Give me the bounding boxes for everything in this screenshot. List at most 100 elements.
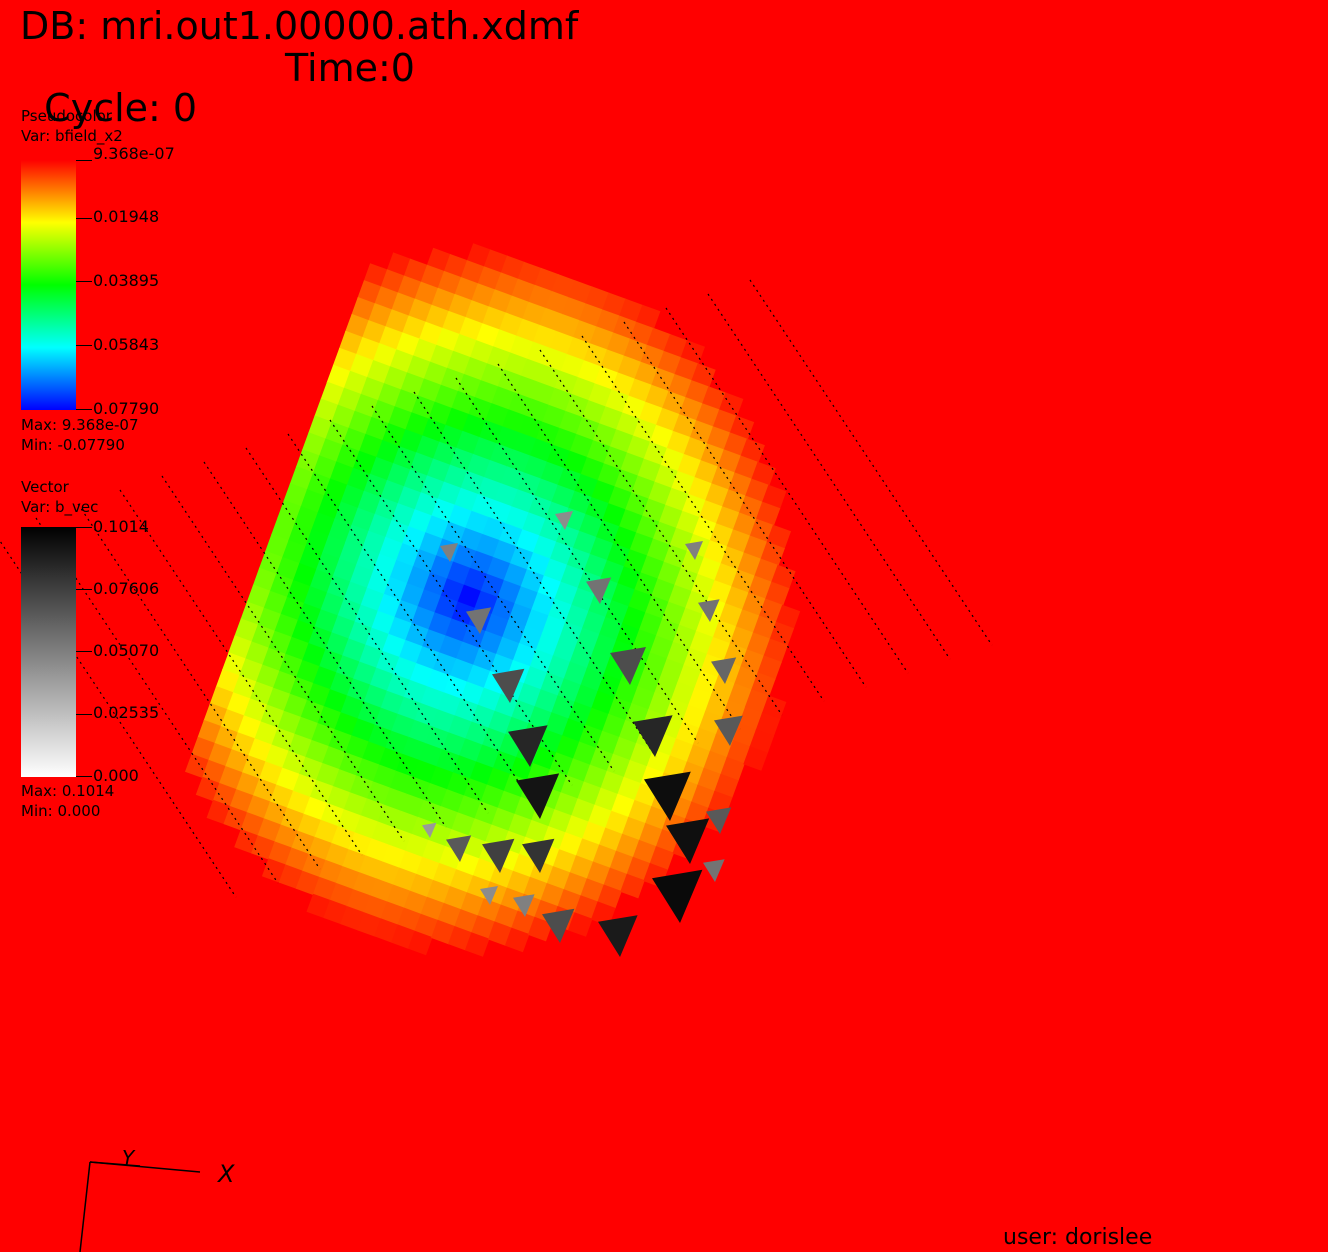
field-cell (531, 381, 556, 407)
field-cell (223, 806, 249, 831)
vector-cone (513, 894, 535, 917)
field-cell (544, 712, 570, 737)
field-cell (583, 343, 609, 368)
field-cell (640, 555, 665, 580)
vector-streak (497, 363, 741, 730)
field-cell (532, 324, 558, 350)
field-cell (638, 401, 664, 427)
field-cell (505, 506, 530, 531)
field-cell (646, 749, 671, 774)
pc-tick (76, 409, 92, 410)
field-cell (523, 666, 548, 691)
field-cell (457, 795, 482, 820)
field-cell (426, 669, 452, 694)
field-cell (486, 346, 512, 371)
field-cell (380, 690, 405, 716)
field-cell (574, 684, 599, 710)
field-cell (471, 283, 496, 308)
field-cell (414, 492, 439, 517)
vector-cone (711, 657, 737, 684)
field-cell (674, 357, 699, 382)
field-cell (562, 297, 587, 322)
field-cell (480, 784, 505, 810)
field-cell (554, 370, 579, 396)
field-cell (743, 746, 768, 771)
vector-cone (522, 838, 555, 873)
field-cell (303, 586, 329, 611)
field-cell (485, 403, 510, 428)
field-cell (335, 866, 361, 891)
field-cell (695, 403, 721, 428)
field-cell (308, 836, 333, 862)
field-cell (500, 466, 525, 491)
vec-tick (76, 776, 92, 777)
field-cell (363, 473, 389, 499)
field-cell (535, 421, 561, 447)
field-cell (262, 647, 287, 673)
field-cell (412, 338, 438, 364)
field-cell (540, 461, 565, 487)
field-cell (600, 770, 625, 796)
field-cell (286, 579, 312, 605)
field-cell (346, 467, 372, 493)
field-cell (463, 778, 488, 803)
field-cell (604, 600, 630, 625)
field-cell (512, 643, 538, 668)
field-cell (540, 883, 565, 908)
y-axis-tick (89, 1161, 141, 1167)
field-cell (506, 449, 532, 474)
field-cell (295, 659, 321, 685)
field-cell (532, 746, 558, 771)
field-cell (609, 850, 635, 876)
field-cell (737, 552, 762, 577)
field-cell (305, 739, 330, 765)
field-cell (409, 663, 435, 688)
field-cell (572, 320, 598, 345)
vector-cone (644, 771, 691, 821)
field-cell (612, 736, 638, 762)
field-cell (657, 561, 682, 587)
field-cell (486, 767, 512, 793)
field-cell (618, 509, 644, 534)
field-cell (558, 621, 584, 647)
field-cell (555, 524, 581, 550)
field-cell (468, 818, 493, 843)
field-cell (426, 247, 452, 273)
field-cell (724, 586, 750, 611)
field-cell (234, 618, 259, 643)
vector-cone (492, 668, 525, 703)
field-cell (537, 364, 562, 390)
field-cell (338, 752, 364, 777)
field-cell (568, 490, 593, 516)
field-cell (615, 833, 641, 859)
field-cell (220, 709, 245, 734)
field-cell (349, 775, 375, 800)
field-cell (480, 363, 505, 388)
field-cell (538, 307, 564, 333)
field-cell (360, 377, 386, 402)
field-cell (711, 466, 736, 491)
field-cell (643, 441, 668, 467)
field-cell (315, 552, 341, 577)
field-cell (475, 533, 501, 559)
field-cell (428, 823, 453, 848)
field-cell (398, 429, 424, 454)
field-cell (538, 729, 564, 754)
field-cell (464, 932, 490, 957)
field-cell (552, 849, 578, 874)
field-cell (686, 744, 711, 770)
field-cell (671, 681, 696, 707)
field-cell (401, 526, 427, 551)
field-cell (362, 320, 387, 345)
field-cell (744, 689, 770, 714)
field-cell (418, 743, 444, 768)
field-cell (554, 792, 579, 817)
field-cell (649, 846, 675, 871)
field-cell (414, 281, 439, 307)
field-cell (517, 472, 542, 497)
field-cell (431, 287, 456, 313)
field-cell (557, 678, 582, 703)
field-cell (571, 377, 596, 402)
field-cell (348, 410, 373, 436)
field-cell (477, 477, 502, 502)
